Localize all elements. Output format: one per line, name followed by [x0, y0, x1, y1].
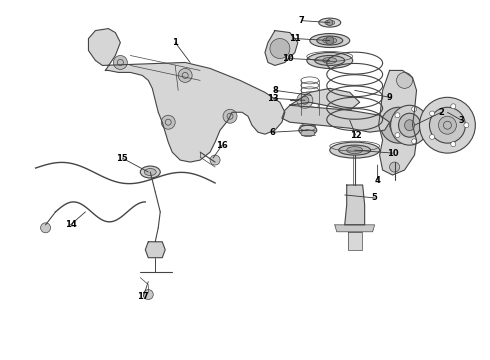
Circle shape: [381, 107, 416, 143]
Circle shape: [223, 109, 237, 123]
Ellipse shape: [325, 20, 335, 25]
Text: 8: 8: [272, 86, 278, 95]
Ellipse shape: [405, 120, 415, 131]
Ellipse shape: [319, 18, 341, 27]
Circle shape: [419, 97, 475, 153]
Circle shape: [270, 39, 290, 58]
Circle shape: [451, 142, 456, 147]
Ellipse shape: [307, 53, 353, 68]
Text: 12: 12: [350, 131, 362, 140]
Circle shape: [439, 116, 456, 134]
Text: 13: 13: [267, 94, 279, 103]
Circle shape: [210, 155, 220, 165]
Circle shape: [326, 37, 334, 45]
Text: 7: 7: [299, 16, 305, 25]
Ellipse shape: [339, 145, 370, 155]
Circle shape: [422, 123, 427, 128]
Polygon shape: [348, 232, 362, 250]
Text: 10: 10: [387, 149, 398, 158]
Ellipse shape: [347, 147, 363, 154]
Circle shape: [143, 289, 153, 300]
Polygon shape: [379, 71, 416, 175]
Ellipse shape: [140, 166, 160, 178]
Circle shape: [327, 20, 333, 26]
Text: 11: 11: [289, 34, 301, 43]
Circle shape: [178, 68, 192, 82]
Polygon shape: [290, 88, 360, 110]
Ellipse shape: [317, 36, 343, 45]
Ellipse shape: [299, 125, 317, 135]
Circle shape: [395, 113, 400, 118]
Circle shape: [395, 133, 400, 138]
Text: 1: 1: [172, 38, 178, 47]
Ellipse shape: [301, 130, 315, 137]
Ellipse shape: [310, 33, 350, 48]
Circle shape: [301, 96, 309, 104]
Ellipse shape: [144, 168, 156, 176]
Ellipse shape: [323, 58, 337, 63]
Text: 10: 10: [282, 54, 294, 63]
Circle shape: [41, 223, 50, 233]
Polygon shape: [282, 105, 390, 132]
Ellipse shape: [391, 105, 428, 145]
Circle shape: [430, 134, 435, 139]
Ellipse shape: [398, 113, 420, 137]
Circle shape: [430, 111, 435, 116]
Polygon shape: [89, 28, 285, 162]
Text: 16: 16: [216, 141, 228, 150]
Text: 2: 2: [439, 108, 444, 117]
Circle shape: [396, 72, 413, 88]
Circle shape: [297, 92, 313, 108]
Circle shape: [161, 115, 175, 129]
Circle shape: [451, 104, 456, 109]
Circle shape: [412, 139, 416, 144]
Circle shape: [390, 162, 399, 172]
Text: 17: 17: [138, 292, 149, 301]
Text: 4: 4: [375, 176, 381, 185]
Circle shape: [113, 55, 127, 69]
Ellipse shape: [323, 37, 337, 44]
Polygon shape: [265, 31, 298, 66]
Polygon shape: [335, 225, 375, 232]
Circle shape: [390, 116, 408, 134]
Circle shape: [464, 123, 469, 128]
Circle shape: [412, 107, 416, 112]
Text: 3: 3: [459, 116, 464, 125]
Text: 6: 6: [270, 128, 276, 137]
Text: 15: 15: [117, 154, 128, 163]
Text: 9: 9: [387, 93, 392, 102]
Text: 5: 5: [372, 193, 378, 202]
Circle shape: [429, 107, 466, 143]
Ellipse shape: [330, 142, 380, 158]
Polygon shape: [145, 242, 165, 258]
Ellipse shape: [315, 55, 345, 66]
Polygon shape: [345, 185, 365, 225]
Text: 14: 14: [65, 220, 76, 229]
